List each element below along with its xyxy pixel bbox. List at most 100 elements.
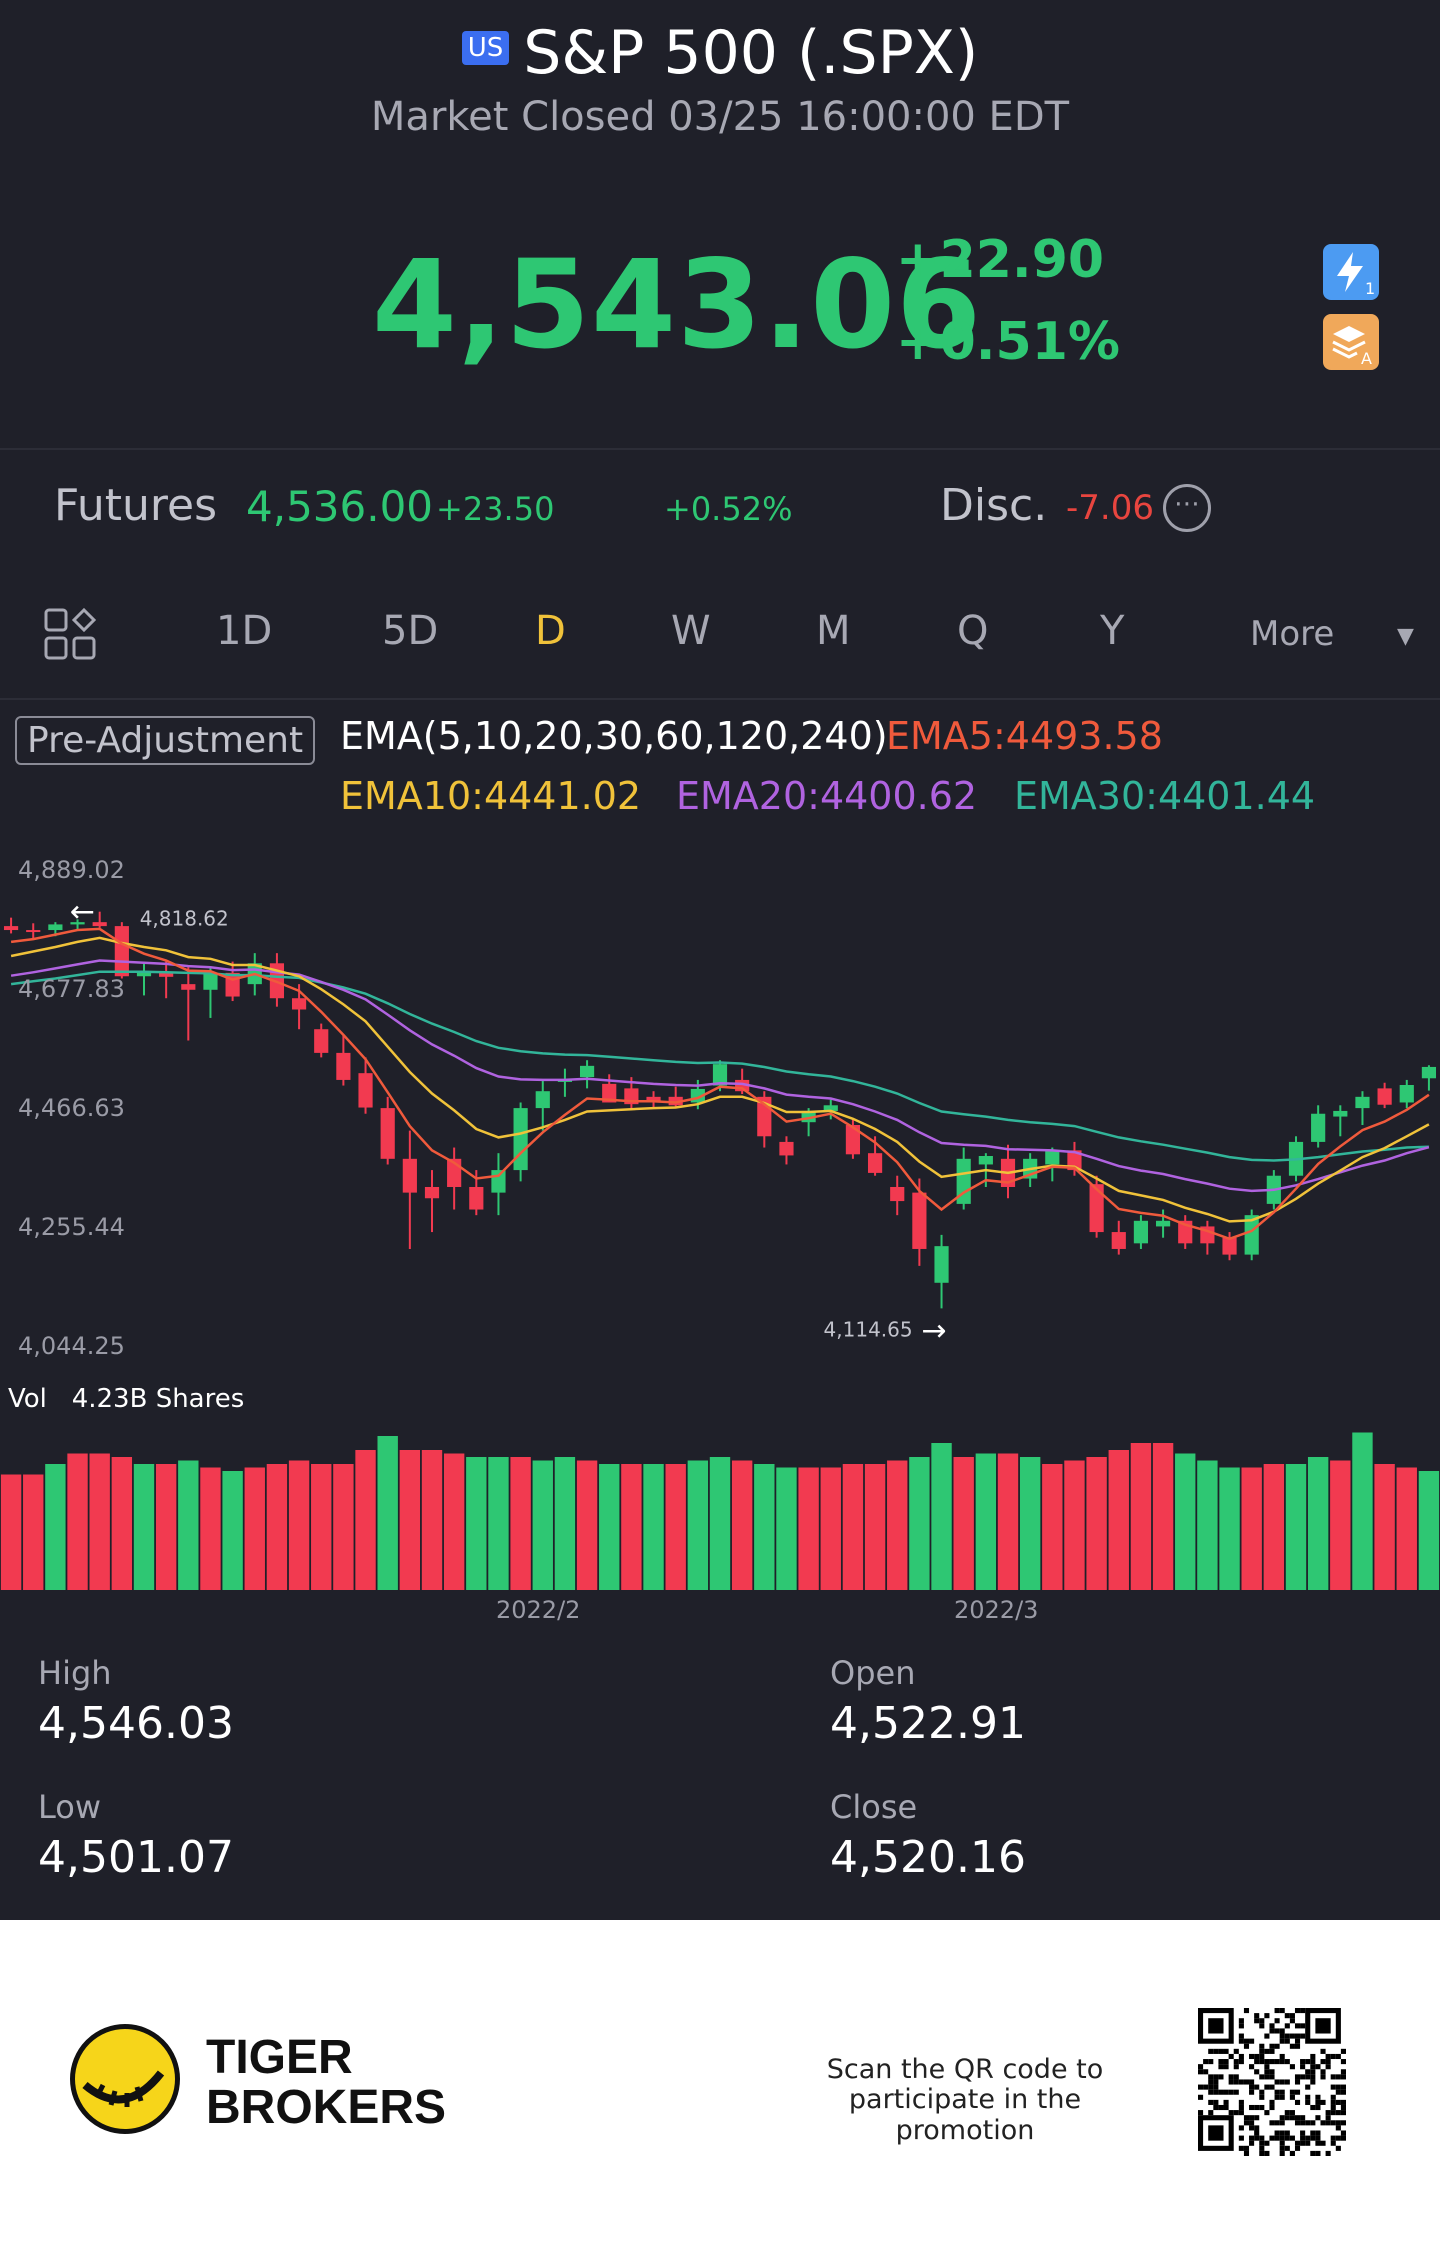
tab-yearly[interactable]: Y [1100,608,1125,654]
candle-body [1355,1096,1370,1109]
ema5-value: EMA5:4493.58 [886,714,1163,758]
qr-module [1208,2110,1214,2116]
qr-module [1233,2110,1239,2116]
tiger-logo-icon [70,2024,180,2134]
qr-module [1238,2079,1244,2085]
ema-indicator-label[interactable]: EMA(5,10,20,30,60,120,240) [340,714,888,758]
lightning-level1-icon[interactable]: 1 [1323,244,1379,300]
low-marker-label: 4,114.65 [824,1317,913,1341]
qr-module [1289,2064,1295,2070]
qr-code[interactable] [1198,2008,1346,2156]
volume-bar [576,1460,598,1590]
qr-module [1238,2053,1244,2060]
tab-weekly[interactable]: W [671,608,711,654]
qr-module [1294,2140,1301,2146]
qr-module [1284,2023,1290,2029]
volume-chart[interactable] [0,1420,1440,1590]
qr-module [1249,2125,1255,2131]
qr-module [1213,2074,1219,2080]
volume-bar [466,1457,487,1590]
qr-module [1243,2079,1250,2085]
qr-module [1233,2048,1239,2054]
qr-module [1254,2069,1260,2075]
qr-module [1264,2069,1270,2075]
tab-monthly[interactable]: M [816,608,851,654]
qr-module [1269,2059,1275,2065]
more-options-icon[interactable]: ⋯ [1163,484,1211,532]
qr-module [1300,2059,1306,2065]
volume-bar [1175,1453,1196,1590]
qr-module [1335,2145,1341,2151]
candle-body [668,1096,683,1106]
layers-a-icon[interactable]: A [1323,314,1379,370]
qr-module [1310,2135,1316,2141]
pre-adjustment-toggle[interactable]: Pre-Adjustment [15,716,316,765]
discount-label: Disc. [940,480,1048,531]
qr-module [1254,2125,1260,2131]
qr-module [1335,2084,1341,2090]
tab-5d[interactable]: 5D [382,608,439,654]
qr-module [1305,2140,1311,2146]
qr-module [1264,2110,1270,2116]
volume-bar [89,1453,110,1590]
candle-body [1311,1113,1326,1142]
candle-body [1045,1150,1060,1165]
qr-module [1274,2089,1280,2095]
candle-body [70,922,85,925]
volume-bar [222,1471,243,1590]
tab-quarterly[interactable]: Q [957,608,989,654]
qr-module [1340,2130,1346,2136]
volume-bar [443,1453,465,1590]
volume-bar [931,1443,952,1590]
volume-bar [1219,1467,1240,1590]
qr-module [1213,2048,1219,2054]
qr-module [1294,2079,1301,2085]
volume-bar [975,1453,997,1590]
volume-bar [1396,1467,1417,1590]
qr-module [1228,2079,1234,2085]
qr-module [1269,2023,1275,2029]
qr-module [1228,2089,1234,2095]
qr-module [1274,2135,1280,2141]
tab-daily[interactable]: D [535,608,566,654]
qr-module [1305,2069,1311,2075]
price-change: +22.90 [896,230,1105,290]
volume-bar [599,1464,620,1590]
qr-module [1279,2130,1285,2136]
qr-module [1264,2013,1270,2019]
qr-module [1254,2059,1260,2065]
candle-body [1133,1220,1149,1244]
y-axis-tick: 4,255.44 [18,1213,125,1241]
tab-more[interactable]: More [1250,614,1335,654]
qr-module [1325,2053,1331,2060]
volume-bar [1197,1460,1218,1590]
qr-module [1340,2110,1346,2116]
candle-body [1377,1088,1392,1105]
qr-module [1279,2140,1285,2146]
qr-module [1284,2135,1290,2141]
candle-body [291,998,307,1010]
candle-body [1111,1232,1126,1249]
qr-module [1243,2115,1250,2121]
candle-body [114,926,129,977]
qr-module [1274,2079,1280,2085]
candle-body [956,1158,971,1204]
qr-module [1340,2089,1346,2095]
caret-down-icon[interactable]: ▼ [1397,624,1414,649]
volume-bar [311,1464,332,1590]
candle-body [890,1186,905,1202]
qr-module [1335,2120,1341,2126]
qr-module [1315,2150,1321,2156]
qr-module [1223,2059,1229,2065]
volume-bar [1285,1464,1307,1590]
qr-module [1284,2033,1290,2039]
candlestick-chart[interactable]: ← 4,818.62 4,114.65 → [0,860,1440,1360]
tab-1d[interactable]: 1D [216,608,273,654]
futures-price: 4,536.00 [246,482,434,531]
ema5-line [10,927,1430,1241]
qr-module [1238,2059,1244,2065]
qr-module [1259,2053,1265,2060]
qr-module [1249,2064,1255,2070]
layout-grid-icon[interactable] [42,606,98,662]
qr-module [1269,2028,1275,2034]
